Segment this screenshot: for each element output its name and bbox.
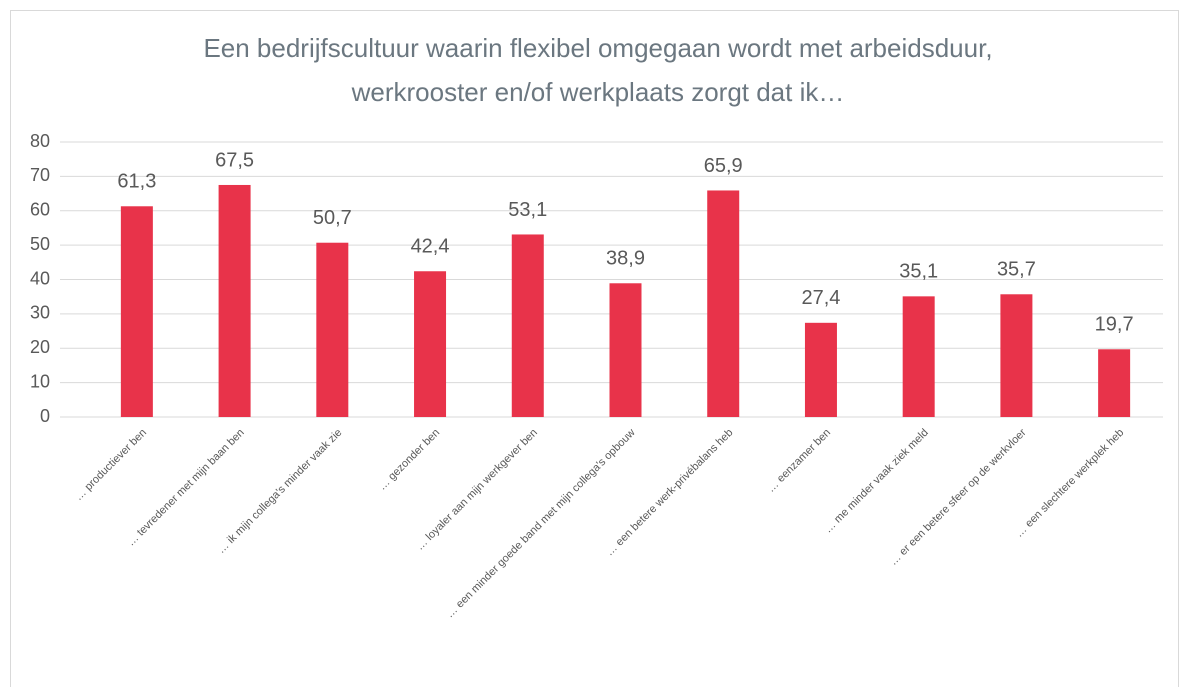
bar [511,234,544,417]
y-tick-label: 0 [40,406,50,426]
bar [1000,294,1033,417]
value-label: 65,9 [704,155,743,177]
y-tick-label: 10 [30,371,50,391]
value-label: 42,4 [411,236,450,258]
value-label: 27,4 [801,287,840,309]
bar [609,283,642,417]
chart-title: werkrooster en/of werkplaats zorgt dat i… [351,77,845,107]
bar [414,271,447,417]
value-label: 50,7 [313,207,352,229]
bar [120,206,153,417]
chart-title: Een bedrijfscultuur waarin flexibel omge… [203,33,992,63]
bar [1098,349,1131,417]
value-label: 61,3 [117,171,156,193]
y-tick-label: 50 [30,234,50,254]
y-tick-label: 30 [30,303,50,323]
value-label: 35,1 [899,261,938,283]
value-label: 67,5 [215,149,254,171]
y-tick-label: 40 [30,268,50,288]
y-tick-label: 80 [30,131,50,151]
bar [804,322,837,417]
value-label: 53,1 [508,199,547,221]
bar [316,242,349,417]
value-label: 38,9 [606,248,645,270]
value-label: 19,7 [1095,314,1134,336]
value-label: 35,7 [997,259,1036,281]
y-tick-label: 70 [30,165,50,185]
bar [707,190,740,417]
y-tick-label: 20 [30,337,50,357]
y-tick-label: 60 [30,200,50,220]
bar [218,184,251,417]
bar [902,296,935,417]
